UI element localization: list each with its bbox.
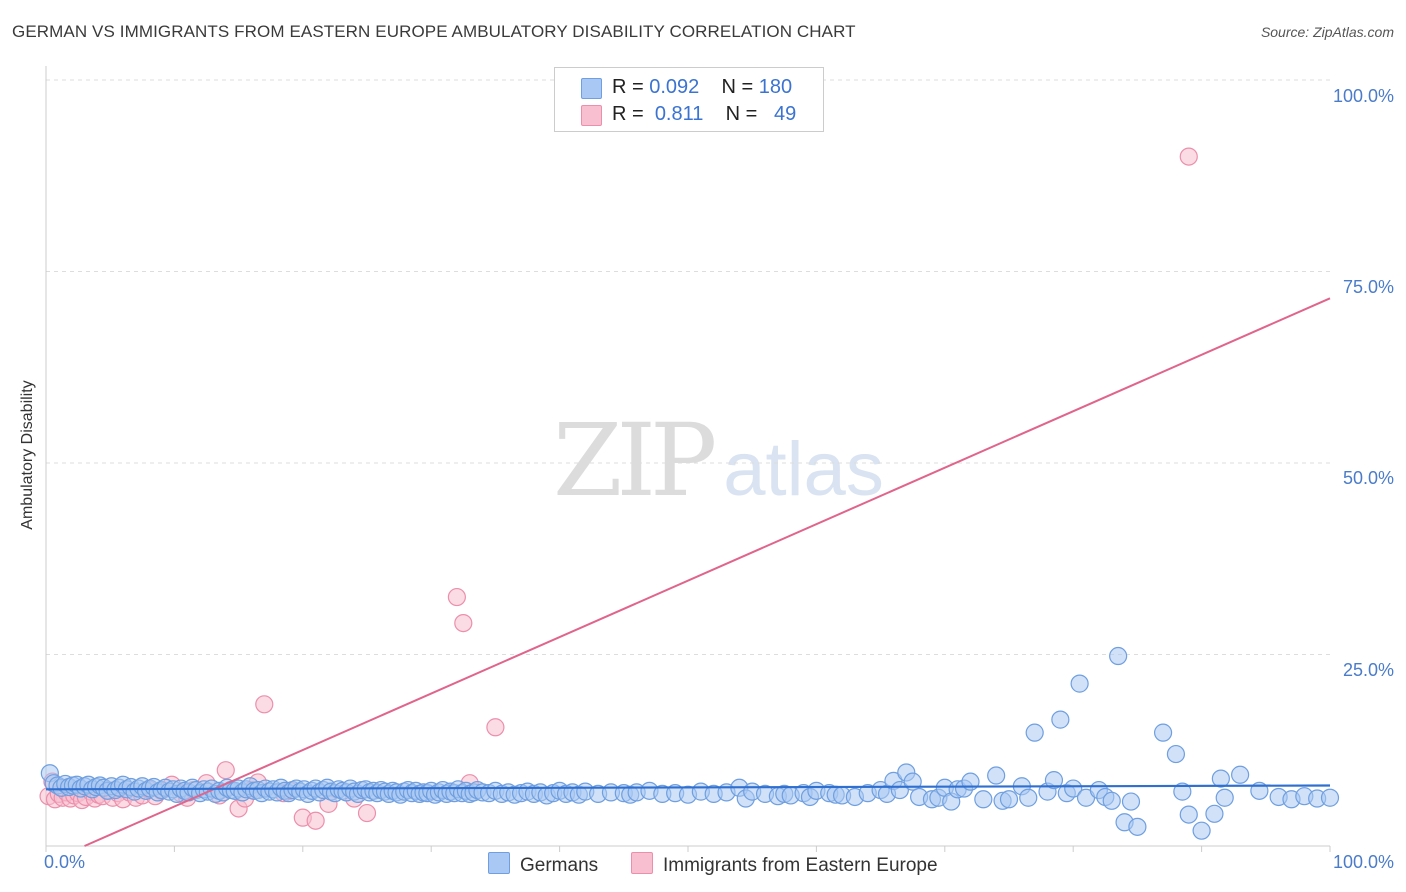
legend-item-immigrants: Immigrants from Eastern Europe	[631, 852, 938, 877]
y-tick-label: 25.0%	[1342, 660, 1394, 680]
germans-legend-label: Germans	[520, 855, 599, 876]
immigrants-n-label: N =	[725, 103, 758, 125]
immigrants-point	[1179, 147, 1198, 166]
immigrants-point	[486, 718, 505, 737]
germans-n-label: N =	[721, 76, 754, 98]
germans-point	[1192, 821, 1211, 840]
germans-point	[1166, 744, 1186, 764]
germans-point	[1179, 805, 1198, 824]
immigrants-points	[39, 147, 1198, 830]
source-label: Source: ZipAtlas.com	[1260, 24, 1394, 40]
germans-point	[1019, 788, 1038, 807]
immigrants-r-label: R =	[612, 103, 644, 125]
y-tick-label: 75.0%	[1342, 277, 1394, 297]
germans-point	[987, 766, 1006, 785]
germans-point	[1128, 817, 1147, 836]
germans-point	[1211, 769, 1230, 788]
germans-point	[1215, 788, 1234, 807]
germans-point	[1231, 765, 1250, 784]
chart-title: GERMAN VS IMMIGRANTS FROM EASTERN EUROPE…	[12, 22, 856, 41]
axes	[45, 66, 1331, 852]
germans-point	[1173, 782, 1192, 801]
correlation-legend: R = 0.092 N = 180 R = 0.811 N = 49	[554, 67, 824, 132]
legend-item-germans: Germans	[488, 852, 598, 877]
immigrants-r-value: 0.811	[654, 103, 704, 125]
watermark-zip: ZIP	[553, 402, 717, 519]
x-tick-label-min: 0.0%	[44, 852, 86, 872]
germans-point	[999, 790, 1019, 809]
germans-n-value: 180	[758, 76, 793, 98]
x-tick-label-max: 100.0%	[1332, 852, 1394, 872]
germans-point	[1205, 804, 1224, 823]
trend-lines	[45, 297, 1331, 847]
germans-point	[1064, 779, 1083, 798]
immigrants-point	[357, 803, 377, 823]
immigrants-point	[454, 613, 473, 633]
germans-point	[1153, 723, 1173, 742]
germans-swatch	[581, 78, 602, 99]
grid-lines	[46, 79, 1330, 655]
immigrants-n-value: 49	[773, 103, 797, 125]
y-tick-label: 100.0%	[1332, 86, 1394, 106]
germans-point	[1121, 792, 1141, 811]
immigrants-point	[216, 761, 235, 780]
germans-r-value: 0.092	[649, 76, 700, 98]
germans-point	[1051, 710, 1070, 729]
immigrants-legend-swatch	[631, 852, 653, 874]
germans-r-label: R =	[612, 76, 644, 98]
immigrants-swatch	[581, 105, 602, 126]
immigrants-point	[447, 587, 466, 607]
germans-legend-swatch	[488, 852, 510, 874]
germans-point	[1320, 788, 1340, 807]
germans-point	[974, 790, 993, 809]
y-tick-label: 50.0%	[1342, 468, 1394, 488]
germans-trend-line	[45, 784, 1331, 791]
watermark: ZIP atlas	[553, 402, 884, 519]
y-axis-label: Ambulatory Disability	[19, 380, 36, 530]
immigrants-trend-line	[84, 297, 1331, 847]
germans-point	[1025, 723, 1044, 742]
germans-point	[1070, 674, 1089, 693]
watermark-atlas: atlas	[723, 427, 884, 512]
germans-point	[1109, 646, 1128, 666]
germans-point	[1044, 771, 1064, 790]
immigrants-point	[306, 811, 325, 830]
immigrants-point	[255, 695, 274, 714]
germans-point	[1102, 791, 1121, 810]
immigrants-legend-label: Immigrants from Eastern Europe	[663, 855, 938, 876]
